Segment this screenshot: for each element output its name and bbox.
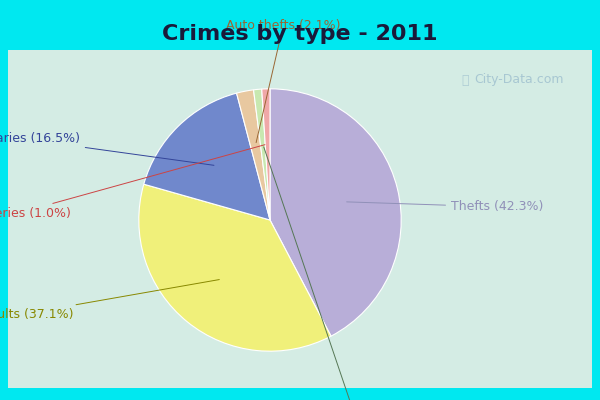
Wedge shape [254,89,270,220]
Text: Auto thefts (2.1%): Auto thefts (2.1%) [226,19,340,142]
Text: Assaults (37.1%): Assaults (37.1%) [0,280,220,321]
Text: Ⓢ: Ⓢ [461,74,469,86]
Wedge shape [236,90,270,220]
Text: Rapes (1.0%): Rapes (1.0%) [264,147,397,400]
Text: Crimes by type - 2011: Crimes by type - 2011 [162,24,438,44]
Text: Thefts (42.3%): Thefts (42.3%) [347,200,544,213]
Text: City-Data.com: City-Data.com [474,74,564,86]
Text: Burglaries (16.5%): Burglaries (16.5%) [0,132,214,165]
Text: Robberies (1.0%): Robberies (1.0%) [0,145,265,220]
Wedge shape [262,89,270,220]
Wedge shape [270,89,401,336]
Wedge shape [144,93,270,220]
Bar [8,50,592,388]
Wedge shape [139,184,331,351]
